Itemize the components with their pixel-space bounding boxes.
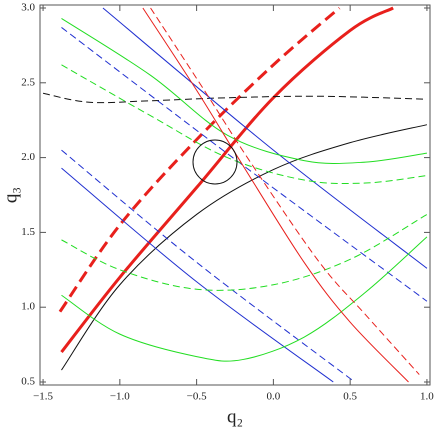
- x-tick-label: 1.0: [420, 391, 434, 403]
- curve: [61, 167, 334, 383]
- y-axis-label: q₃: [0, 187, 21, 203]
- curve: [61, 27, 428, 302]
- curve: [61, 124, 428, 371]
- x-tick-label: 0.0: [267, 391, 281, 403]
- curve: [61, 64, 427, 185]
- x-tick-label: −1.5: [33, 391, 53, 403]
- highlight-circle: [192, 139, 238, 185]
- curve: [61, 149, 356, 383]
- x-tick-label: −0.5: [187, 391, 207, 403]
- frame: [39, 4, 431, 386]
- y-tick-label: 1.5: [21, 226, 35, 238]
- y-tick-label: 2.5: [21, 76, 35, 88]
- x-tick-label: 0.5: [343, 391, 357, 403]
- y-tick-label: 1.0: [21, 301, 35, 313]
- plot-area: [42, 6, 428, 383]
- curve: [142, 7, 409, 383]
- y-tick-label: 0.5: [21, 376, 35, 388]
- curve: [61, 214, 428, 291]
- curve: [58, 6, 341, 313]
- curve: [42, 92, 427, 104]
- x-tick-label: −1.0: [110, 391, 130, 403]
- y-tick-label: 3.0: [21, 2, 35, 14]
- curve: [150, 7, 420, 375]
- y-tick-label: 2.0: [21, 151, 35, 163]
- curve: [60, 6, 394, 354]
- x-axis-label: q₂: [227, 406, 243, 427]
- curve: [61, 236, 428, 362]
- curve: [102, 7, 428, 269]
- curve: [61, 18, 428, 164]
